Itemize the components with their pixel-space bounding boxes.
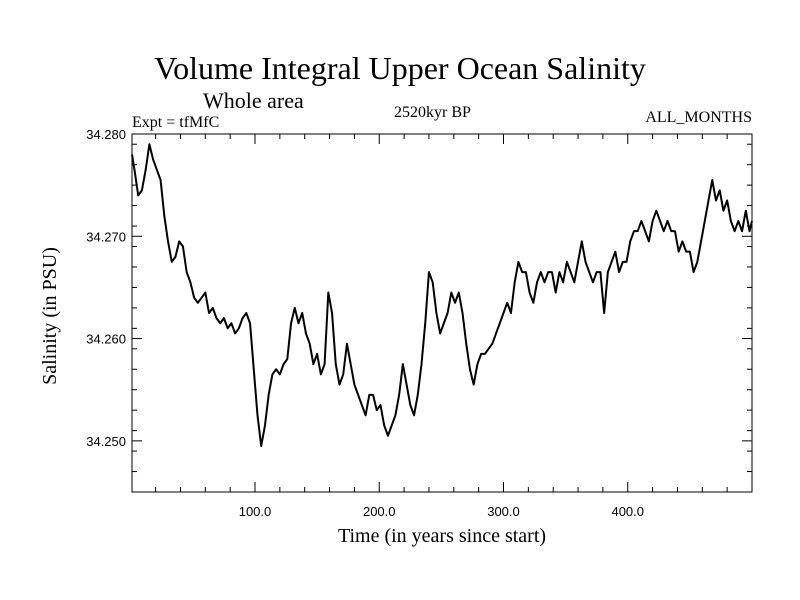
- y-tick-label: 34.260: [86, 332, 126, 347]
- tick-group: 100.0 200.0 300.0 400.0 34.250 34.260 34.270 34…: [86, 127, 752, 519]
- plot-frame: [131, 133, 753, 493]
- chart-title: Volume Integral Upper Ocean Salinity: [154, 50, 646, 86]
- months-label: ALL_MONTHS: [645, 109, 752, 126]
- chart-subtitle: Whole area: [203, 88, 304, 113]
- period-label: 2520kyr BP: [394, 104, 471, 121]
- x-axis-label: Time (in years since start): [337, 525, 547, 547]
- y-tick-label: 34.280: [86, 127, 126, 142]
- y-axis-label: Salinity (in PSU): [39, 247, 61, 385]
- experiment-label: Expt = tfMfC: [132, 114, 220, 131]
- x-tick-label: 200.0: [363, 504, 396, 519]
- salinity-line: [131, 143, 753, 447]
- y-tick-label: 34.270: [86, 229, 126, 244]
- x-tick-label: 300.0: [487, 504, 520, 519]
- x-tick-label: 100.0: [239, 504, 272, 519]
- y-tick-label: 34.250: [86, 434, 126, 449]
- x-tick-label: 400.0: [611, 504, 644, 519]
